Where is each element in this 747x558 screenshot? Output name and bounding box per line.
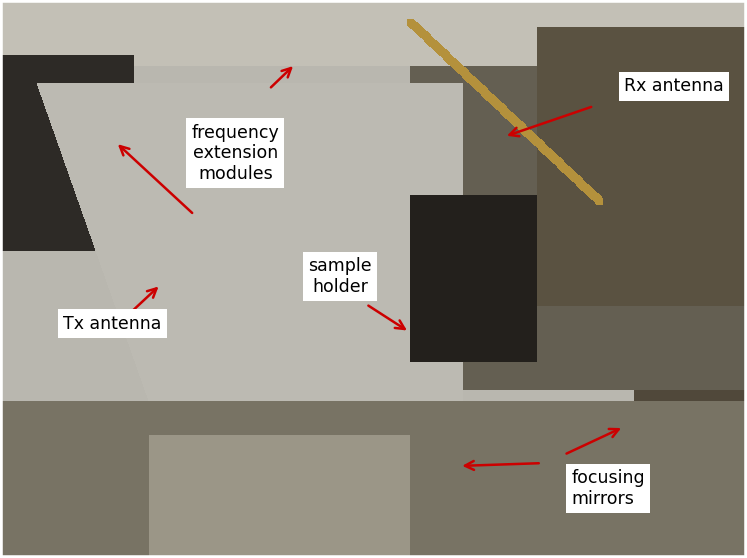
Text: Rx antenna: Rx antenna bbox=[624, 78, 724, 95]
Text: sample
holder: sample holder bbox=[308, 257, 372, 296]
Text: Tx antenna: Tx antenna bbox=[63, 315, 162, 333]
Text: focusing
mirrors: focusing mirrors bbox=[571, 469, 645, 508]
Text: frequency
extension
modules: frequency extension modules bbox=[191, 124, 279, 183]
